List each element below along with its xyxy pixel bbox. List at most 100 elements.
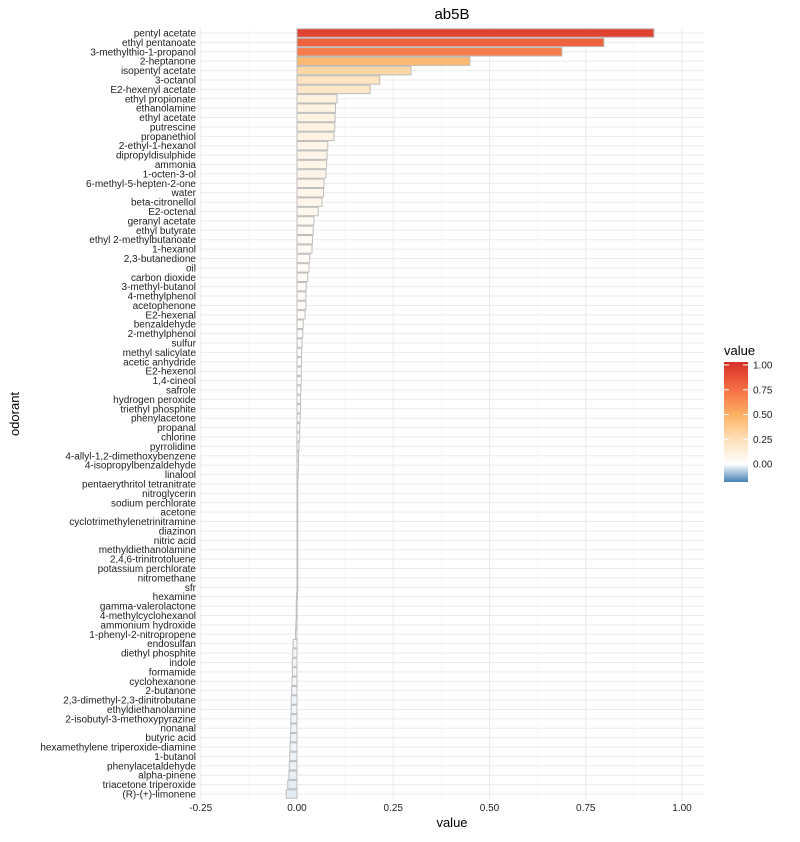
bar [296,516,299,527]
bar [296,563,299,574]
y-tick-label: putrescine [150,122,197,133]
y-tick-label: diethyl phosphite [121,649,196,660]
legend-title: value [724,343,755,358]
y-tick-label: beta-citronellol [131,198,196,209]
bar [296,526,299,536]
bar [291,685,298,696]
bar [296,159,328,170]
bar [296,460,300,470]
bar [296,216,315,226]
bar [296,281,307,292]
bar [296,328,304,339]
bar [296,554,299,564]
y-tick-label: oil [186,263,196,274]
bar [296,582,299,593]
bar [292,638,298,649]
y-tick-label: 2-ethyl-1-hexanol [119,141,196,152]
bar [296,375,302,386]
y-tick-label: 4-isopropylbenzaldehyde [85,461,197,472]
bar [296,272,309,282]
bar [296,441,300,452]
bar [291,657,298,668]
y-tick-label: 1,4-cineol [153,376,196,387]
bar [296,169,327,179]
bar [290,704,298,715]
y-tick-label: ethyl butyrate [136,226,196,237]
y-tick-label: 1-hexanol [152,245,196,256]
bar [296,263,310,273]
y-tick-label: phenylacetaldehyde [107,761,196,772]
y-tick-label: E2-hexenol [145,367,196,378]
bar [296,310,306,320]
bar [296,413,301,423]
y-tick-label: pentyl acetate [134,29,197,40]
y-tick-label: ammonium hydroxide [100,620,196,631]
y-tick-label: hydrogen peroxide [113,395,196,406]
y-tick-label: methyl salicylate [123,348,197,359]
bar [296,131,335,142]
y-tick-label: isopentyl acetate [121,66,196,77]
y-tick-label: nitromethane [138,573,197,584]
bar [296,84,371,95]
x-axis-label: value [436,815,467,830]
y-tick-label: ammonia [155,160,197,171]
y-tick-label: hexamethylene triperoxide-diamine [40,743,196,754]
y-tick-label: nonanal [160,724,196,735]
bar [296,385,302,395]
y-tick-label: ethyl pentanoate [122,38,196,49]
y-tick-label: 1-butanol [154,752,196,763]
legend-tick-label: 0.25 [753,435,773,446]
y-tick-label: sulfur [172,339,197,350]
bar [296,225,314,236]
y-tick-label: chlorine [161,432,196,443]
y-tick-label: formamide [149,667,197,678]
bar [296,187,325,198]
bar [296,291,307,301]
bar [296,451,300,461]
y-tick-label: acetic anhydride [123,357,196,368]
bar [296,112,336,123]
bar [296,178,325,189]
y-tick-label: 2,3-dimethyl-2,3-dinitrobutane [63,696,196,707]
bar [296,469,299,480]
bar [290,723,298,733]
y-tick-label: potassium perchlorate [98,564,197,575]
y-tick-label: pentaerythritol tetranitrate [82,479,196,490]
bar [290,695,298,705]
x-tick-label: 0.50 [480,803,500,814]
y-tick-label: indole [169,658,196,669]
bar [294,629,298,640]
bar [296,319,304,329]
y-tick-label: triethyl phosphite [120,404,196,415]
y-tick-label: E2-hexenyl acetate [110,85,196,96]
bar [296,432,301,442]
legend-tick-label: 0.00 [753,460,773,471]
y-tick-label: ethanolamine [136,104,196,115]
bar [285,789,298,799]
y-tick-label: E2-hexenal [145,310,196,321]
legend-tick-label: 0.75 [753,385,773,396]
y-tick-label: propanethiol [141,132,196,143]
bar [296,347,303,358]
x-tick-label: -0.25 [189,803,212,814]
bar [296,234,313,245]
bar [296,404,301,414]
bar [296,56,471,66]
y-axis-label: odorant [7,392,22,436]
bar [291,676,298,686]
y-tick-label: 3-methyl-butanol [122,282,196,293]
y-tick-label: sfr [185,583,197,594]
chart-title: ab5B [434,6,469,23]
y-tick-label: acetophenone [133,301,197,312]
y-tick-label: water [171,188,197,199]
bar [296,366,302,376]
y-tick-label: geranyl acetate [128,216,197,227]
bar [296,47,563,57]
bar [296,422,301,433]
y-tick-label: 3-octanol [155,75,196,86]
bar [289,751,298,762]
y-tick-label: E2-octenal [148,207,196,218]
bar [296,253,311,264]
y-tick-label: gamma-valerolactone [100,602,197,613]
